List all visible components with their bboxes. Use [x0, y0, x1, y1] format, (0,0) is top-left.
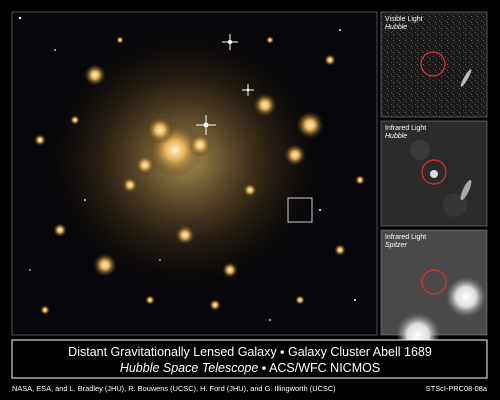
panel-infrared-hubble: Infrared Light Hubble [380, 120, 488, 227]
panel-band: Visible Light [385, 16, 423, 23]
telescope: Hubble Space Telescope [120, 361, 259, 375]
panel-band: Infrared Light [385, 234, 426, 241]
panel-visible-hubble: Visible Light Hubble [380, 11, 488, 118]
panel-instrument: Hubble [385, 24, 407, 31]
release-id: STScI-PRC08-08a [426, 384, 488, 393]
panel-instrument: Spitzer [385, 242, 407, 249]
instruments: ACS/WFC NICMOS [269, 361, 380, 375]
panel-instrument: Hubble [385, 133, 407, 140]
separator: ▪ [262, 361, 266, 375]
panel-infrared-spitzer: Infrared Light Spitzer [380, 229, 488, 357]
caption-title: Distant Gravitationally Lensed Galaxy ▪ … [68, 345, 432, 359]
caption-box [11, 339, 488, 379]
main-image [11, 11, 378, 336]
credit: NASA, ESA, and L. Bradley (JHU), R. Bouw… [12, 384, 336, 393]
panel-band: Infrared Light [385, 125, 426, 132]
caption-subtitle: Hubble Space Telescope ▪ ACS/WFC NICMOS [120, 361, 380, 375]
